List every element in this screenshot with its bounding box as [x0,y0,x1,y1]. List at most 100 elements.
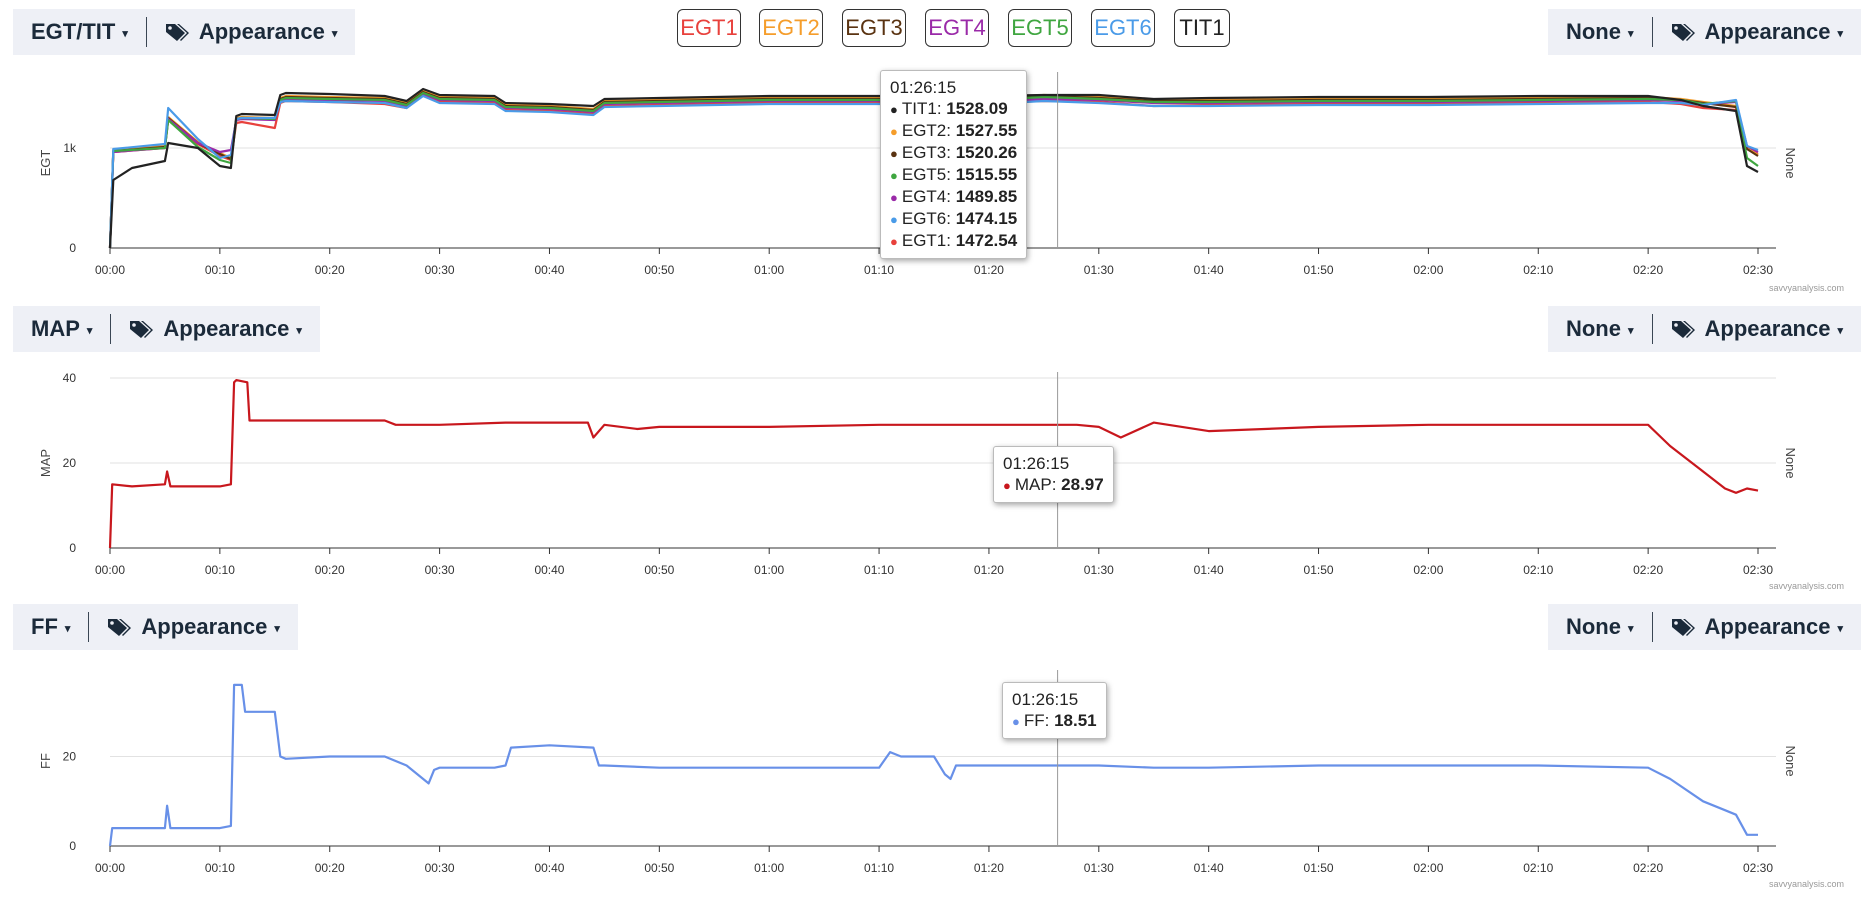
chevron-down-icon: ▾ [274,622,280,635]
legend-toggle-egt5[interactable]: EGT5 [1008,9,1072,47]
map-tooltip: 01:26:15 ● MAP: 28.97 [993,446,1114,503]
y-axis-label: MAP [38,449,53,477]
egt-series-dropdown[interactable]: EGT/TIT ▾ [13,9,146,55]
tooltip-series-value: 1527.55 [955,121,1018,140]
chevron-down-icon: ▾ [296,324,302,337]
tooltip-time: 01:26:15 [1003,454,1070,473]
tooltip-row: ● FF: 18.51 [1012,710,1097,732]
x-tick-label: 00:10 [205,563,235,577]
x-tick-label: 00:00 [95,263,125,277]
map-appearance-dropdown[interactable]: Appearance ▾ [111,306,319,352]
egt-right-appearance-dropdown[interactable]: Appearance ▾ [1653,9,1861,55]
ff-left-controls: FF ▾ Appearance ▾ [13,604,298,650]
ff-chart[interactable]: 0 20 00:00 00:10 00:20 00:30 00:40 00:50 01:00 01… [0,658,1872,878]
chevron-down-icon: ▾ [1837,324,1843,337]
chevron-down-icon: ▾ [1627,324,1634,337]
x-tick-label: 01:10 [864,861,894,875]
legend-toggle-egt2[interactable]: EGT2 [759,9,823,47]
y2-axis-label: None [1783,147,1798,178]
series-line-tit1 [108,87,1759,249]
egt-appearance-dropdown[interactable]: Appearance ▾ [147,9,355,55]
tooltip-series-value: 1489.85 [955,187,1018,206]
tooltip-series-label: EGT1 [901,231,947,250]
x-tick-label: 01:00 [754,563,784,577]
tooltip-series-value: 28.97 [1061,475,1104,494]
x-tick-label: 00:10 [205,861,235,875]
x-tick-label: 01:00 [754,263,784,277]
tooltip-series-label: TIT1 [901,99,937,118]
egt-right-series-dropdown[interactable]: None ▾ [1548,9,1652,55]
x-tick-label: 00:40 [534,263,564,277]
x-tick-label: 02:30 [1743,263,1773,277]
y-tick-label: 0 [69,241,76,255]
x-tick-label: 02:20 [1633,861,1663,875]
y-tick-label: 0 [69,541,76,555]
legend-toggle-egt4[interactable]: EGT4 [925,9,989,47]
ff-right-series-dropdown[interactable]: None ▾ [1548,604,1652,650]
x-tick-label: 00:40 [534,563,564,577]
x-tick-label: 02:20 [1633,563,1663,577]
tags-icon [1671,321,1695,338]
tooltip-row: ● EGT4: 1489.85 [890,186,1017,208]
map-chart[interactable]: 0 20 40 00:00 00:10 00:20 00:30 00:40 00:50 01:00… [0,360,1872,580]
legend-toggle-egt1[interactable]: EGT1 [677,9,741,47]
chevron-down-icon: ▾ [1837,622,1843,635]
x-tick-label: 01:40 [1194,861,1224,875]
x-tick-label: 01:30 [1084,563,1114,577]
x-tick-label: 02:00 [1413,861,1443,875]
divider [88,612,90,642]
ff-right-appearance-dropdown[interactable]: Appearance ▾ [1653,604,1861,650]
x-tick-label: 00:00 [95,563,125,577]
y2-axis-label: None [1783,745,1798,776]
divider [1651,17,1653,47]
egt-chart[interactable]: 0 1k 00:00 00:10 00:20 00:30 00:40 00:50 01:00 01… [0,60,1872,280]
tooltip-row: ● EGT6: 1474.15 [890,208,1017,230]
divider [110,314,112,344]
ff-appearance-dropdown[interactable]: Appearance ▾ [89,604,297,650]
tooltip-row: ● MAP: 28.97 [1003,474,1104,496]
ff-tooltip: 01:26:15 ● FF: 18.51 [1002,682,1107,739]
credit-text: savvyanalysis.com [1768,283,1844,293]
egt-left-controls: EGT/TIT ▾ Appearance ▾ [13,9,356,55]
y-tick-label: 40 [63,371,77,385]
series-dot-icon: ● [890,124,898,139]
legend-toggle-egt3[interactable]: EGT3 [842,9,906,47]
series-dot-icon: ● [890,168,898,183]
tooltip-series-label: EGT3 [901,143,947,162]
ff-series-dropdown[interactable]: FF ▾ [13,604,88,650]
tooltip-series-label: FF [1023,711,1045,730]
tooltip-separator: : [946,121,956,140]
x-tick-label: 02:10 [1523,263,1553,277]
x-tick-label: 00:20 [315,263,345,277]
egt-appearance-label: Appearance [198,19,325,44]
ff-right-appearance-label: Appearance [1704,614,1831,639]
tooltip-series-value: 18.51 [1054,711,1097,730]
x-tick-label: 02:00 [1413,563,1443,577]
legend-toggle-tit1[interactable]: TIT1 [1174,9,1230,47]
tags-icon [1671,24,1695,41]
x-tick-label: 00:50 [644,563,674,577]
x-tick-label: 01:00 [754,861,784,875]
tags-icon [165,24,189,41]
series-dot-icon: ● [1012,714,1020,729]
x-tick-label: 01:50 [1304,861,1334,875]
tooltip-row: ● EGT1: 1472.54 [890,230,1017,252]
series-dot-icon: ● [890,234,898,249]
x-tick-label: 01:40 [1194,563,1224,577]
tooltip-row: ● EGT5: 1515.55 [890,164,1017,186]
map-right-series-dropdown[interactable]: None ▾ [1548,306,1652,352]
y2-axis-label: None [1783,447,1798,478]
tooltip-series-label: EGT2 [901,121,947,140]
x-tick-label: 00:40 [534,861,564,875]
egt-right-appearance-label: Appearance [1704,19,1831,44]
series-dot-icon: ● [890,212,898,227]
tooltip-time: 01:26:15 [1012,690,1079,709]
x-tick-label: 00:20 [315,861,345,875]
tooltip-series-label: EGT6 [901,209,947,228]
legend-toggle-egt6[interactable]: EGT6 [1091,9,1155,47]
map-series-dropdown[interactable]: MAP ▾ [13,306,110,352]
tooltip-separator: : [946,143,956,162]
x-tick-label: 02:30 [1743,861,1773,875]
map-right-appearance-dropdown[interactable]: Appearance ▾ [1653,306,1861,352]
tooltip-series-label: EGT5 [901,165,947,184]
